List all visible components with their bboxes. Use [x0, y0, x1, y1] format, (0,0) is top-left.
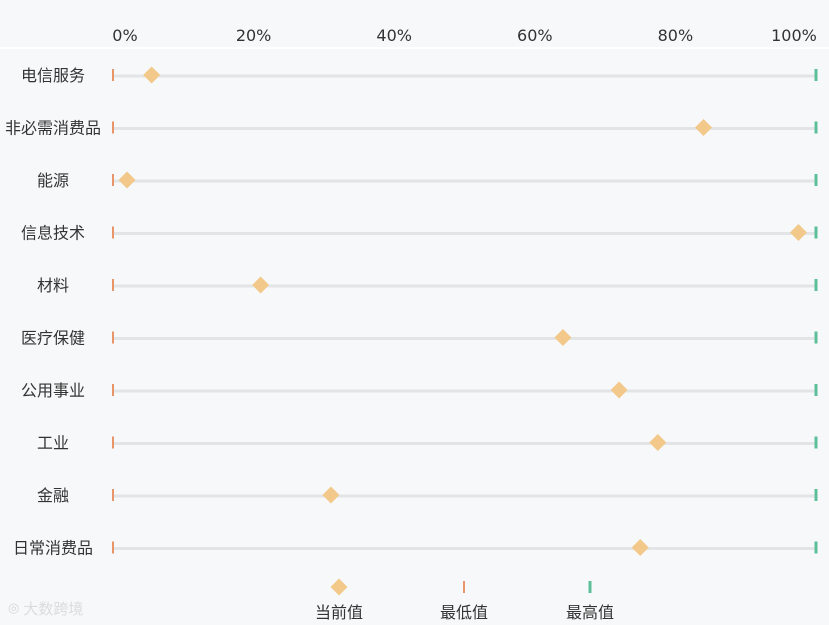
x-tick-label: 80%	[658, 26, 694, 45]
legend-label: 最低值	[440, 603, 488, 622]
watermark: ◎ 大数跨境	[8, 598, 83, 619]
current-value-marker	[631, 539, 649, 556]
logo-icon: ◎	[8, 601, 20, 616]
chart-marks	[112, 66, 818, 556]
category-label: 金融	[37, 486, 69, 505]
current-value-marker	[610, 381, 628, 399]
category-label: 能源	[37, 171, 69, 190]
x-tick-label: 60%	[517, 26, 553, 45]
row-tracks	[113, 74, 816, 550]
current-value-marker	[554, 329, 572, 346]
legend-label: 当前值	[315, 603, 363, 622]
current-value-marker	[252, 276, 270, 294]
legend: 当前值 最低值 最高值	[315, 578, 614, 622]
legend-current-symbol	[330, 578, 348, 596]
current-value-marker	[789, 224, 807, 241]
current-value-marker	[118, 171, 136, 189]
x-tick-label: 20%	[236, 26, 272, 45]
x-tick-label: 0%	[112, 26, 137, 45]
x-tick-label: 100%	[771, 26, 817, 45]
category-label: 公用事业	[21, 381, 85, 400]
current-value-marker	[695, 119, 713, 136]
legend-label: 最高值	[566, 603, 614, 622]
category-label: 材料	[37, 276, 69, 295]
current-value-marker	[322, 486, 340, 504]
category-label: 信息技术	[21, 224, 85, 243]
current-value-marker	[649, 434, 667, 451]
category-label: 非必需消费品	[5, 119, 101, 138]
watermark-text: 大数跨境	[23, 600, 84, 618]
category-label: 医疗保健	[21, 329, 85, 348]
category-label: 工业	[37, 434, 69, 453]
category-label: 电信服务	[21, 66, 85, 85]
category-label: 日常消费品	[13, 539, 93, 558]
current-value-marker	[143, 66, 161, 84]
x-axis-ticks: 0% 20% 40% 60% 80% 100%	[112, 26, 817, 45]
x-tick-label: 40%	[376, 26, 412, 45]
